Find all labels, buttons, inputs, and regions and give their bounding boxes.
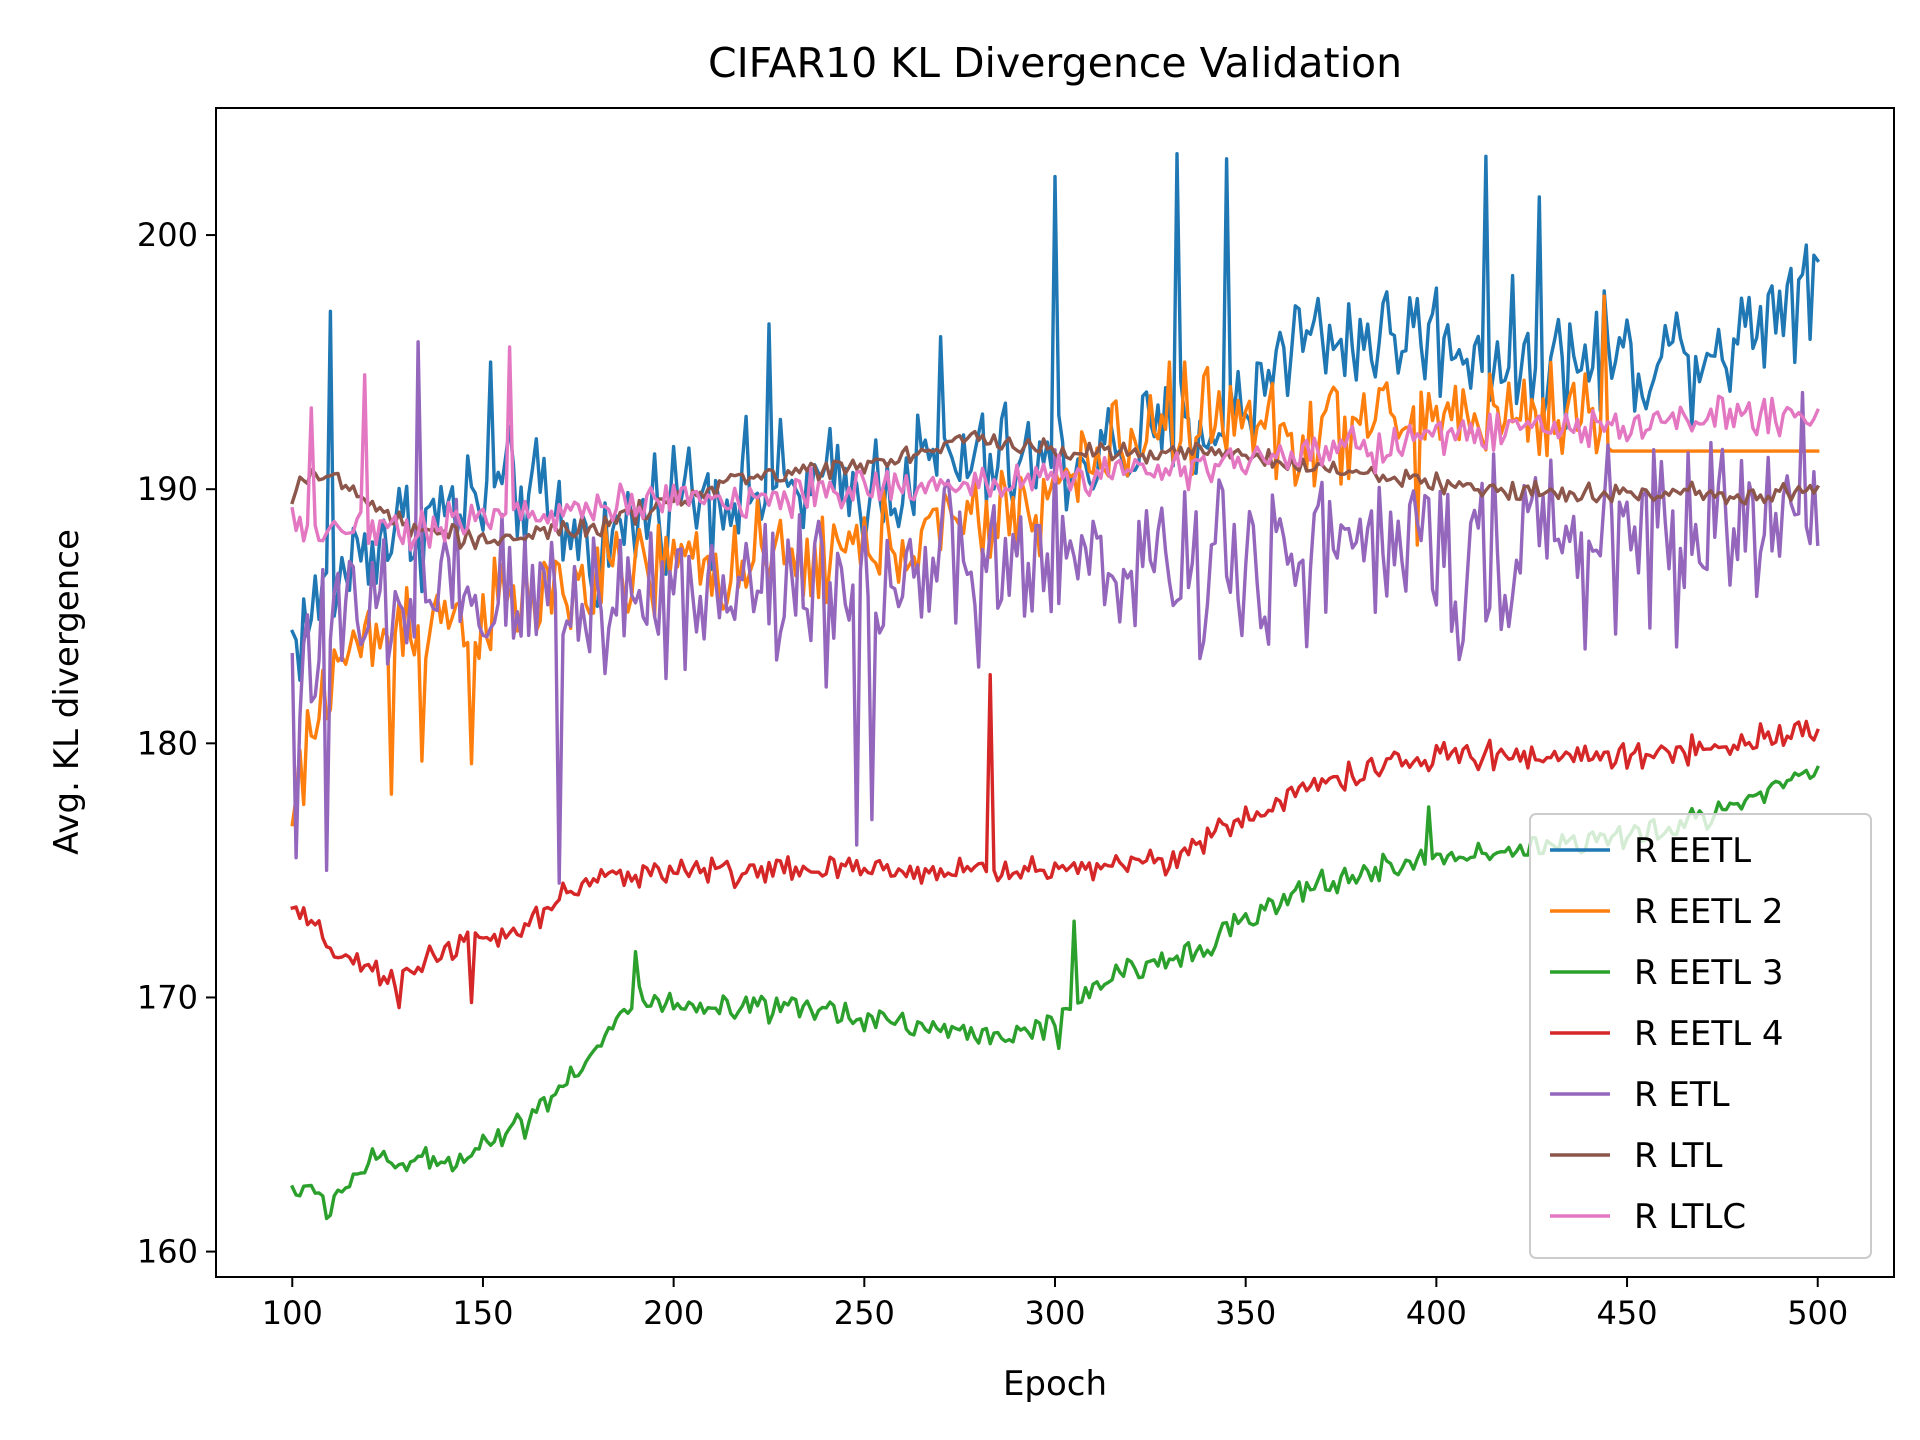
chart-title: CIFAR10 KL Divergence Validation	[708, 39, 1402, 87]
series-lines	[290, 151, 1821, 1221]
series-line-r-eetl-4	[290, 673, 1820, 1010]
y-axis: 160 170 180 190 200	[137, 216, 216, 1271]
y-tick-label: 200	[137, 216, 198, 254]
series-line-r-eetl	[290, 151, 1821, 682]
series-line-r-ltl	[290, 429, 1821, 551]
legend-label: R EETL 3	[1634, 953, 1784, 993]
legend-label: R LTL	[1634, 1136, 1722, 1176]
legend: R EETL R EETL 2 R EETL 3 R EETL 4 R ETL R LTL…	[1529, 813, 1872, 1259]
y-tick-label: 160	[137, 1233, 198, 1271]
legend-label: R EETL 4	[1634, 1014, 1784, 1054]
x-axis-label: Epoch	[1003, 1364, 1107, 1404]
x-tick-label: 350	[1215, 1294, 1276, 1332]
x-tick-label: 100	[262, 1294, 323, 1332]
x-tick-label: 450	[1597, 1294, 1658, 1332]
x-tick-label: 150	[452, 1294, 513, 1332]
x-tick-label: 300	[1024, 1294, 1085, 1332]
y-tick-label: 180	[137, 724, 198, 762]
x-tick-label: 250	[834, 1294, 895, 1332]
series-line-r-etl	[290, 340, 1820, 885]
y-tick-label: 190	[137, 470, 198, 508]
series-line-r-ltlc	[290, 345, 1820, 552]
y-tick-label: 170	[137, 978, 198, 1016]
legend-label: R LTLC	[1634, 1197, 1746, 1237]
y-axis-label: Avg. KL divergence	[47, 529, 87, 855]
x-axis: 100 150 200 250 300 350 400 450 500	[262, 1277, 1848, 1332]
x-tick-label: 400	[1406, 1294, 1467, 1332]
x-tick-label: 200	[643, 1294, 704, 1332]
legend-label: R EETL 2	[1634, 892, 1784, 932]
x-tick-label: 500	[1787, 1294, 1848, 1332]
legend-box	[1529, 813, 1872, 1259]
legend-label: R ETL	[1634, 1075, 1730, 1115]
legend-label: R EETL	[1634, 831, 1751, 871]
